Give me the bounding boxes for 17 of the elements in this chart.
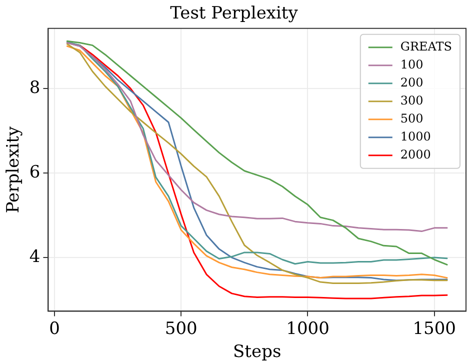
- legend-label: GREATS: [400, 40, 452, 54]
- legend-label: 300: [400, 94, 424, 108]
- y-tick-label: 6: [29, 162, 40, 182]
- x-tick-label: 1000: [286, 318, 330, 339]
- legend-label: 2000: [400, 148, 431, 162]
- legend-label: 500: [400, 112, 424, 126]
- x-tick-label: 1500: [412, 318, 456, 339]
- y-axis-title: Perplexity: [4, 126, 24, 214]
- x-tick-label: 500: [164, 318, 198, 339]
- y-tick-label: 4: [29, 246, 40, 267]
- x-axis-title: Steps: [233, 342, 282, 362]
- chart-title: Test Perplexity: [170, 4, 298, 24]
- y-tick-label: 8: [29, 78, 40, 98]
- x-tick-label: 0: [49, 318, 60, 339]
- legend-label: 1000: [400, 130, 431, 144]
- legend-label: 100: [400, 58, 424, 72]
- legend-label: 200: [400, 76, 424, 90]
